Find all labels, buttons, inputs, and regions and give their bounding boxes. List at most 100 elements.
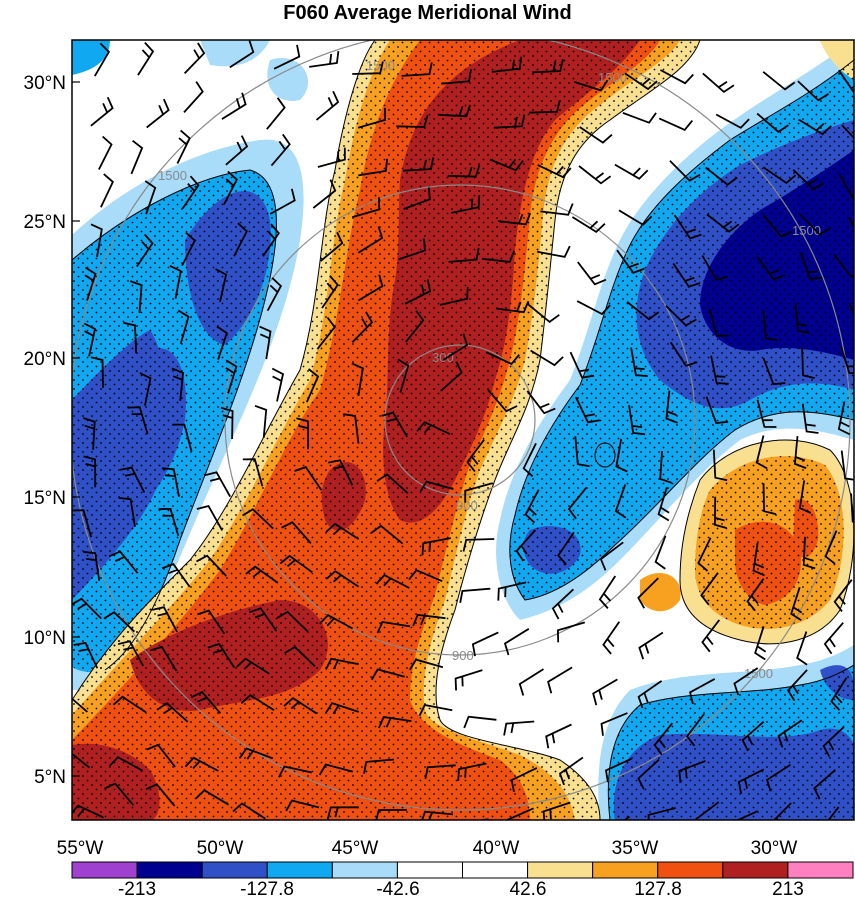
wind-barb xyxy=(254,404,268,438)
wind-barb xyxy=(84,266,97,301)
wind-barb xyxy=(296,417,309,450)
wind-barb xyxy=(357,226,384,254)
wind-barb xyxy=(695,801,720,820)
wind-barb xyxy=(605,757,632,783)
wind-barb xyxy=(710,355,729,385)
wind-barb xyxy=(614,163,649,180)
wind-barb xyxy=(813,769,836,800)
wind-barb xyxy=(242,458,264,487)
wind-barb xyxy=(615,438,628,473)
range-ring-labels: 300 900 900 1500 1500 1500 1500 1500 xyxy=(158,58,821,681)
wind-barb xyxy=(83,322,97,357)
wind-barb xyxy=(752,542,765,577)
wind-barb xyxy=(547,666,573,694)
wind-barb xyxy=(315,90,340,121)
ring-label-1500-top: 1500 xyxy=(366,58,395,73)
wind-barb xyxy=(283,696,317,715)
wind-barb xyxy=(669,160,701,182)
wind-barb xyxy=(556,621,586,643)
wind-barb xyxy=(793,436,807,469)
wind-barb xyxy=(599,541,624,571)
wind-barb xyxy=(518,668,544,696)
wind-barb xyxy=(551,588,575,620)
wind-barb xyxy=(421,537,451,556)
lat-label-15n: 15°N xyxy=(24,488,66,509)
wind-barb xyxy=(216,325,228,360)
wind-barb xyxy=(669,341,698,367)
wind-barb xyxy=(756,112,789,134)
wind-barb xyxy=(284,645,316,668)
colorbar-box-9 xyxy=(657,861,724,879)
wind-barb xyxy=(715,113,750,129)
wind-barb xyxy=(777,719,803,748)
wind-barb xyxy=(489,158,524,172)
wind-barb xyxy=(653,722,674,756)
wind-barb xyxy=(762,71,796,91)
wind-barb xyxy=(183,81,204,114)
shade-top-left-blue xyxy=(72,40,309,101)
wind-barb xyxy=(822,726,845,758)
wind-barb xyxy=(796,631,808,666)
map-panel: 300 900 900 1500 1500 1500 1500 1500 xyxy=(72,40,854,820)
wind-barb xyxy=(370,668,405,681)
wind-barb xyxy=(104,782,134,806)
lon-label-50w: 50°W xyxy=(197,838,244,859)
colorbar-label-3: 42.6 xyxy=(510,879,547,900)
wind-barb xyxy=(139,372,152,406)
wind-barb xyxy=(378,716,412,729)
wind-barb xyxy=(702,72,735,94)
wind-barb xyxy=(316,316,336,350)
wind-barb xyxy=(840,450,854,481)
ring-label-1500-bottomright: 1500 xyxy=(744,666,773,681)
wind-barb xyxy=(90,96,114,127)
wind-barb xyxy=(262,223,280,257)
wind-barb xyxy=(136,233,154,268)
wind-barb xyxy=(575,396,600,424)
wind-barb xyxy=(221,92,247,120)
ring-label-900-bottom: 900 xyxy=(452,648,474,663)
wind-barb xyxy=(90,356,104,389)
wind-barb xyxy=(801,403,819,434)
wind-barb xyxy=(325,570,360,588)
wind-barb xyxy=(312,179,337,209)
wind-barb xyxy=(196,554,227,577)
wind-barb xyxy=(665,390,678,424)
wind-barb xyxy=(441,69,472,85)
wind-barb xyxy=(204,471,231,498)
wind-barb xyxy=(318,763,354,776)
wind-barb xyxy=(271,367,285,402)
wind-barb xyxy=(476,818,489,820)
wind-barb xyxy=(281,521,312,544)
wind-barb xyxy=(756,399,777,428)
wind-barb xyxy=(117,640,144,667)
wind-barb xyxy=(190,690,222,714)
wind-barb xyxy=(598,575,617,609)
wind-barb xyxy=(403,187,431,210)
wind-barb xyxy=(592,678,618,706)
wind-barb xyxy=(665,305,697,327)
wind-barb xyxy=(712,449,728,482)
colorbar-box-11 xyxy=(787,861,854,879)
colorbar-box-1 xyxy=(136,861,203,879)
wind-barb xyxy=(343,413,360,444)
wind-barb xyxy=(358,158,388,177)
lat-label-5n: 5°N xyxy=(34,767,66,788)
wind-barb xyxy=(233,222,248,257)
wind-barb xyxy=(616,249,645,274)
wind-barb xyxy=(447,164,481,178)
wind-barb xyxy=(654,535,667,570)
lon-label-45w: 45°W xyxy=(332,838,379,859)
wind-barb xyxy=(72,597,102,620)
wind-barb xyxy=(792,169,825,191)
wind-barb xyxy=(689,678,716,705)
wind-barb xyxy=(440,361,463,392)
wind-barb xyxy=(412,613,446,627)
wind-barb xyxy=(487,389,518,413)
wind-barb xyxy=(325,657,359,670)
wind-barb xyxy=(351,311,374,343)
ring-label-1500-topright: 1500 xyxy=(598,70,627,85)
wind-barb xyxy=(319,613,354,630)
wind-barb xyxy=(485,351,520,366)
wind-barb xyxy=(352,61,384,75)
colorbar-box-7 xyxy=(527,861,594,879)
